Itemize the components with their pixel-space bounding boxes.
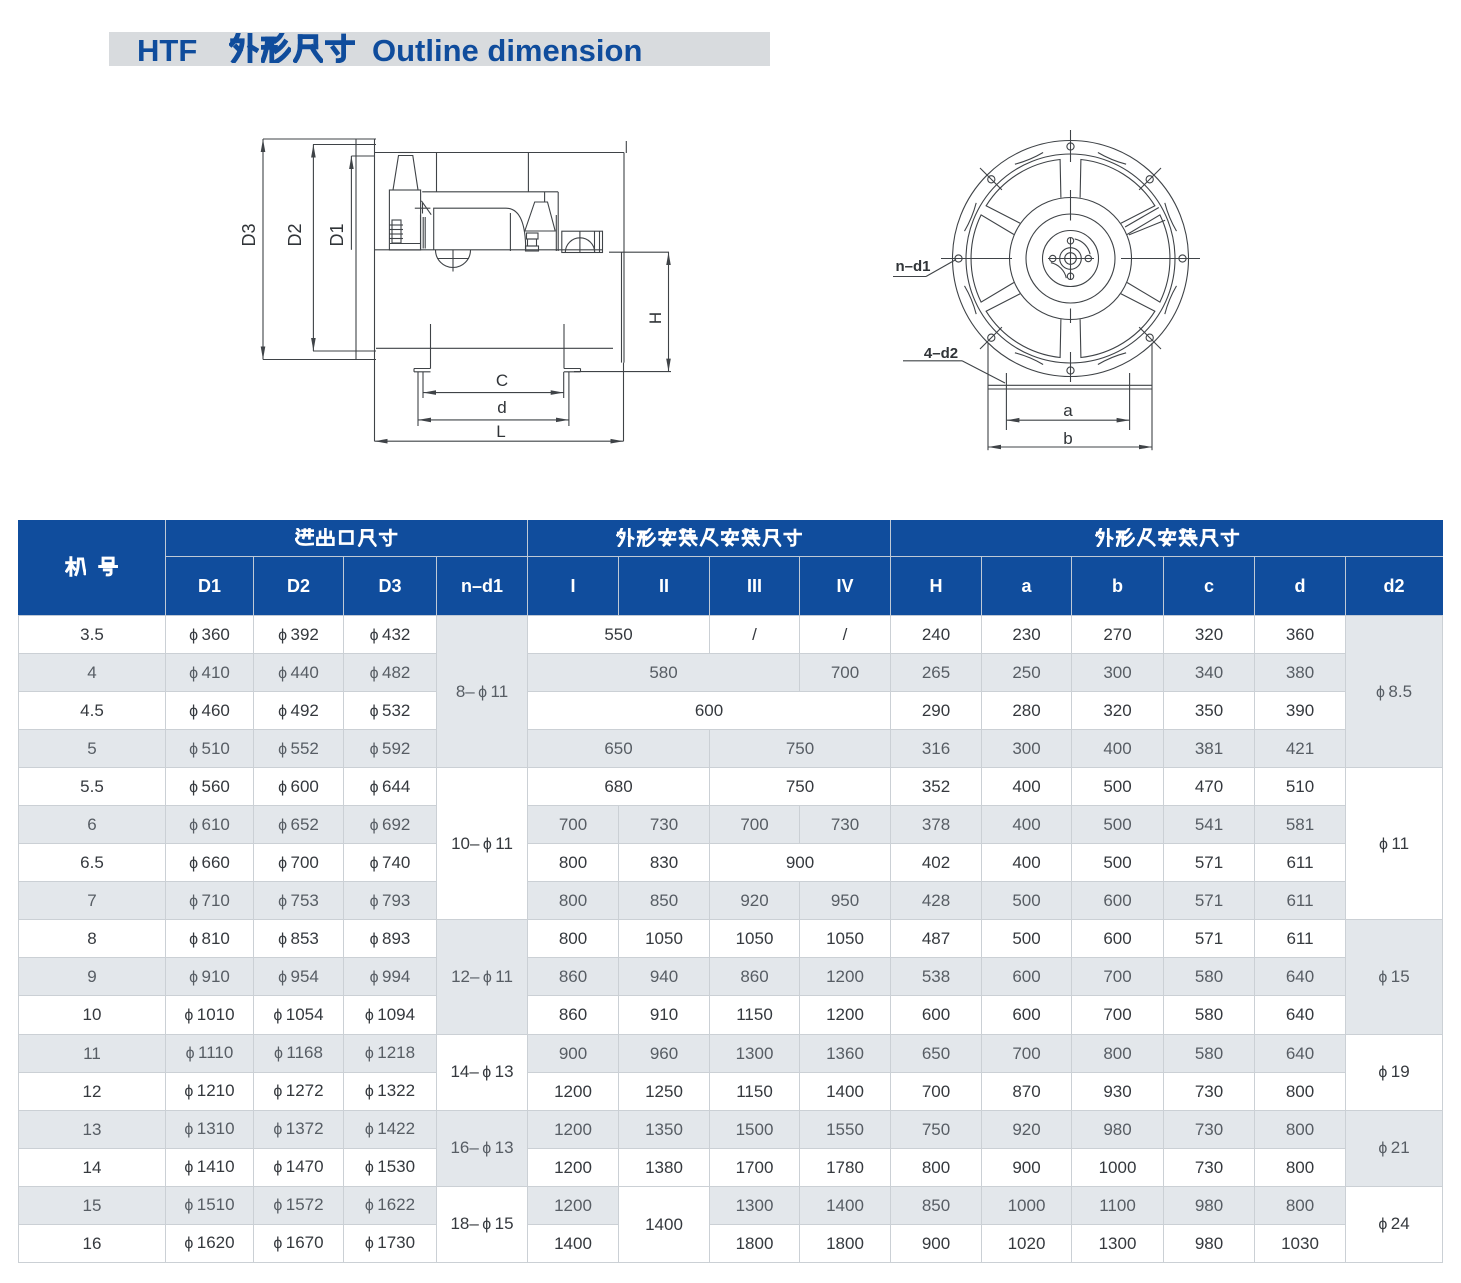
svg-text:d: d <box>497 398 506 417</box>
svg-text:D2: D2 <box>285 223 305 246</box>
svg-text:4–d2: 4–d2 <box>924 345 958 362</box>
svg-text:b: b <box>1063 429 1072 448</box>
svg-text:n–d1: n–d1 <box>895 258 930 275</box>
svg-text:D3: D3 <box>239 223 259 246</box>
svg-text:H: H <box>646 312 665 324</box>
svg-text:C: C <box>496 371 508 390</box>
svg-text:a: a <box>1063 401 1073 420</box>
svg-text:D1: D1 <box>327 223 347 246</box>
svg-text:L: L <box>496 422 505 441</box>
